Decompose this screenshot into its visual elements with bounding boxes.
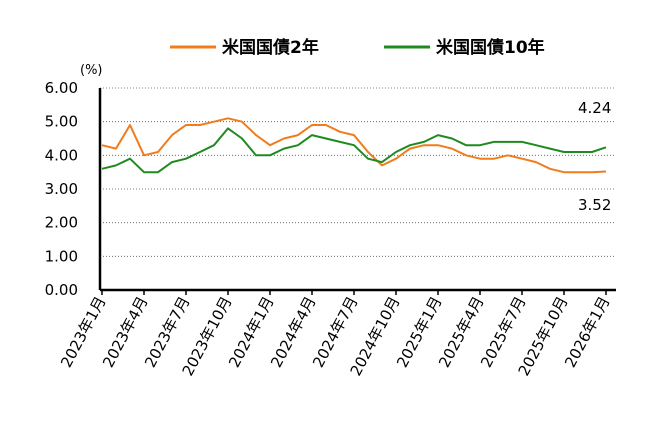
y-tick-label: 6.00 [45,79,78,97]
annotation-us2y-last: 3.52 [578,196,611,214]
series-lines [101,117,607,174]
legend-label-us2y: 米国国債2年 [222,37,319,58]
y-tick-label: 3.00 [45,180,78,198]
y-tick-label: 5.00 [45,113,78,131]
annotation-us10y-last: 4.24 [578,99,611,117]
series-line-us10y [101,127,607,174]
y-axis-ticks: 0.00 1.00 2.00 3.00 4.00 5.00 6.00 [45,79,78,299]
y-tick-label: 1.00 [45,247,78,265]
legend: 米国国債2年 米国国債10年 [170,37,545,58]
legend-label-us10y: 米国国債10年 [436,37,545,58]
y-tick-label: 2.00 [45,214,78,232]
series-line-us2y [101,117,607,174]
x-axis-ticks: 2023年1月2023年4月2023年7月2023年10月2024年1月2024… [57,290,614,379]
y-tick-label: 4.00 [45,146,78,164]
grid [100,87,616,257]
y-tick-label: 0.00 [45,281,78,299]
y-unit-label: (%) [80,63,103,78]
